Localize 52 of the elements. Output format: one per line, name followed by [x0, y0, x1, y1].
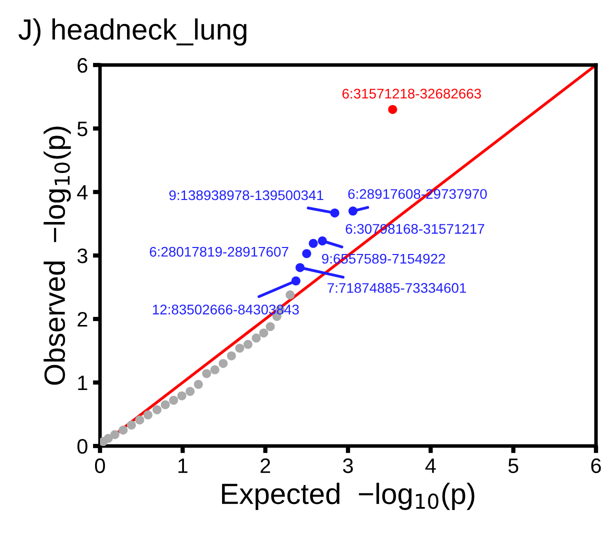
point — [169, 396, 178, 405]
chart-title: J) headneck_lung — [18, 18, 246, 46]
y-tick-label: 5 — [77, 122, 88, 136]
point — [118, 426, 128, 435]
point — [110, 430, 120, 440]
y-tick-label: 1 — [78, 376, 88, 390]
annotation: 7:71874885-73334601 — [328, 283, 466, 293]
x-tick-label: 0 — [95, 458, 105, 474]
x-tick-label: 1 — [178, 458, 188, 473]
point — [235, 344, 244, 353]
y-tick-label: 2 — [78, 312, 88, 327]
point — [104, 434, 113, 443]
x-tick-label: 6 — [591, 458, 601, 474]
point — [152, 405, 162, 414]
point — [202, 369, 212, 378]
point — [348, 206, 358, 216]
annotation: 6:28017819-28917607 — [150, 246, 288, 257]
y-tick-label: 0 — [77, 439, 88, 454]
point — [259, 328, 268, 338]
x-tick-label: 2 — [260, 458, 270, 473]
point — [302, 249, 312, 258]
point — [286, 290, 295, 300]
point — [291, 276, 300, 286]
point — [308, 238, 318, 248]
point — [160, 400, 170, 410]
y-tick-label: 4 — [77, 185, 88, 200]
point — [143, 410, 152, 420]
x-tick-label: 5 — [508, 458, 518, 474]
annotation: 9:138938978-139500341 — [169, 190, 324, 200]
point — [218, 358, 228, 368]
y-tick-label: 3 — [77, 248, 88, 264]
y-tick-label: 6 — [78, 58, 88, 73]
point — [252, 334, 261, 343]
point — [126, 420, 136, 430]
point — [135, 415, 144, 424]
point — [177, 391, 186, 400]
x-tick-label: 3 — [343, 458, 353, 474]
y-axis-title: Observed −log$_{10}$(p) — [44, 126, 71, 385]
point — [194, 380, 203, 389]
x-tick-label: 4 — [425, 458, 436, 473]
point — [210, 365, 220, 374]
x-axis-title: Expected −log$_{10}$(p) — [222, 482, 474, 510]
point — [388, 104, 398, 114]
point — [226, 351, 236, 360]
point — [266, 322, 275, 332]
annotation: 12:83502666-84303843 — [152, 304, 299, 314]
point — [318, 236, 327, 246]
annotation: 6:31571218-32682663 — [342, 88, 481, 99]
point — [186, 386, 195, 396]
point — [296, 263, 305, 272]
point — [330, 208, 340, 218]
point — [243, 340, 252, 349]
